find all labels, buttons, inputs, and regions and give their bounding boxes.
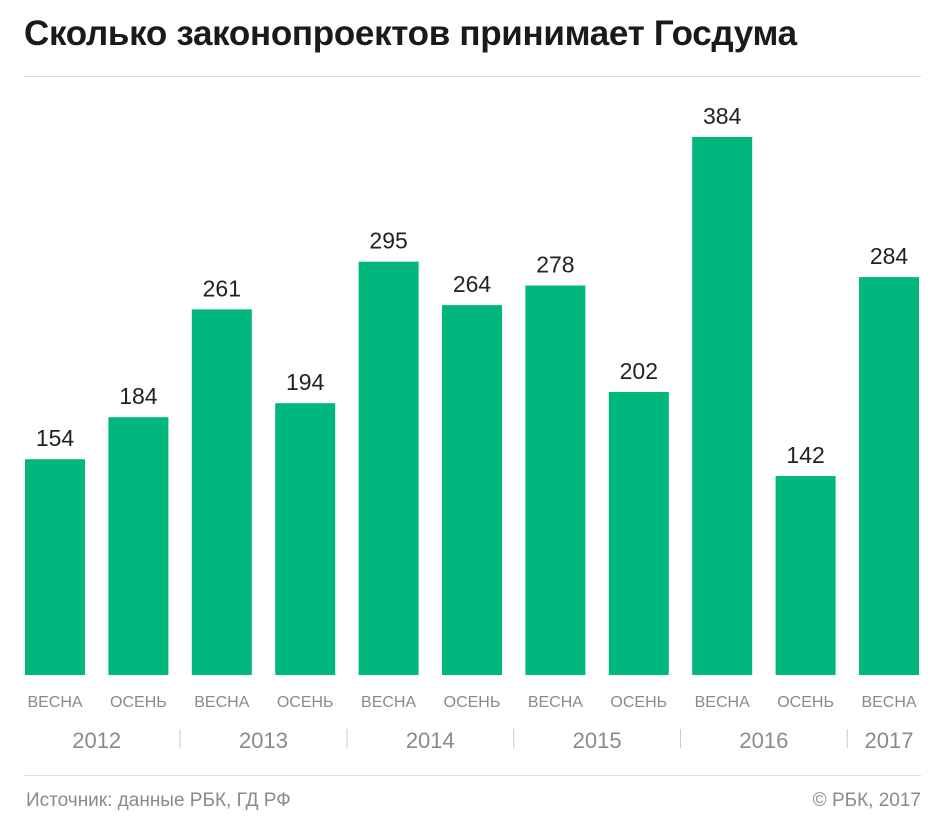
year-group-label: 2013: [239, 728, 288, 753]
year-group-label: 2014: [406, 728, 455, 753]
season-tick-label: ВЕСНА: [27, 694, 82, 711]
bar-value-label: 194: [286, 369, 325, 395]
source-note: Источник: данные РБК, ГД РФ: [26, 790, 291, 811]
bar: [25, 459, 85, 675]
bar-value-label: 264: [453, 271, 492, 297]
chart-title: Сколько законопроектов принимает Госдума: [24, 14, 797, 53]
year-group-label: 2012: [72, 728, 121, 753]
title-divider: [24, 76, 921, 77]
bar: [608, 391, 669, 675]
season-tick-label: ОСЕНЬ: [777, 694, 834, 711]
season-tick-label: ВЕСНА: [695, 694, 750, 711]
bar: [775, 476, 836, 675]
season-tick-label: ОСЕНЬ: [110, 694, 167, 711]
bar-value-label: 142: [786, 442, 824, 468]
season-tick-label: ОСЕНЬ: [444, 694, 501, 711]
bar: [525, 285, 586, 675]
bar-value-label: 261: [203, 275, 241, 301]
bar: [108, 417, 169, 675]
bar-value-label: 295: [369, 228, 407, 254]
bar-value-label: 278: [536, 252, 574, 278]
bar: [191, 309, 252, 675]
season-tick-label: ОСЕНЬ: [610, 694, 667, 711]
bar-value-label: 154: [36, 425, 75, 451]
footer-divider: [24, 775, 921, 776]
bar-value-label: 202: [620, 358, 658, 384]
bar-chart: 154 ВЕСНА 184 ОСЕНЬ 261 ВЕСНА 194 ОСЕНЬ 295 ВЕСНА…: [25, 103, 919, 753]
season-tick-label: ВЕСНА: [528, 694, 583, 711]
bar: [692, 137, 753, 675]
bar: [859, 277, 919, 675]
season-tick-label: ОСЕНЬ: [277, 694, 334, 711]
season-tick-label: ВЕСНА: [194, 694, 249, 711]
year-group-label: 2017: [865, 728, 914, 753]
season-tick-label: ВЕСНА: [861, 694, 916, 711]
bar-value-label: 284: [870, 243, 909, 269]
year-group-label: 2015: [573, 728, 622, 753]
year-group-label: 2016: [739, 728, 788, 753]
season-tick-label: ВЕСНА: [361, 694, 416, 711]
copyright-note: © РБК, 2017: [812, 790, 921, 811]
bar-value-label: 384: [703, 103, 742, 129]
bar: [442, 305, 502, 675]
bar-value-label: 184: [119, 383, 158, 409]
bar: [358, 261, 419, 675]
bar: [275, 403, 336, 675]
